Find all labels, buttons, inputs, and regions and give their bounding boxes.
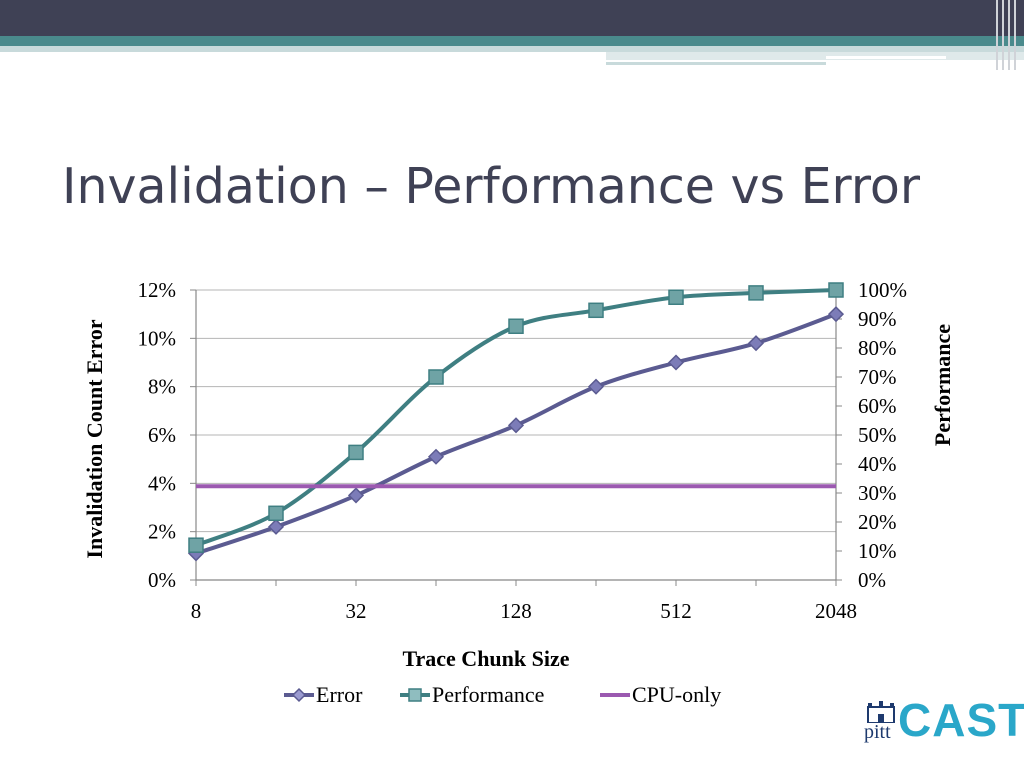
- y-right-tick-label: 50%: [858, 423, 897, 447]
- error-data-point: [507, 417, 525, 434]
- castle-icon: [867, 701, 895, 723]
- x-tick-label: 2048: [815, 599, 857, 623]
- y-right-tick-label: 10%: [858, 539, 897, 563]
- performance-data-point: [188, 537, 204, 553]
- error-series-line: [195, 312, 837, 556]
- x-axis-title: Trace Chunk Size: [402, 646, 569, 671]
- y-right-tick-label: 70%: [858, 365, 897, 389]
- y-right-tick-label: 60%: [858, 394, 897, 418]
- legend-error-marker: [291, 687, 307, 703]
- performance-series-line: [195, 288, 837, 548]
- performance-data-point: [588, 302, 604, 319]
- header-deco-line: [606, 52, 1024, 60]
- y-left-axis-title: Invalidation Count Error: [82, 319, 107, 558]
- y-right-tick-label: 80%: [858, 336, 897, 360]
- legend-cpu-only-label: CPU-only: [632, 682, 721, 707]
- y-right-tick-label: 20%: [858, 510, 897, 534]
- header-deco-line: [606, 62, 826, 65]
- x-tick-label: 32: [346, 599, 367, 623]
- y-left-tick-label: 6%: [148, 423, 176, 447]
- performance-error-chart: 0% 2% 4% 6% 8% 10% 12% 0% 10% 20% 30% 40% 50% 60% 70% 8…: [82, 278, 955, 707]
- performance-data-point: [748, 285, 764, 301]
- y-left-tick-label: 8%: [148, 375, 176, 399]
- performance-data-point: [508, 318, 524, 334]
- x-tick-label: 512: [660, 599, 692, 623]
- y-left-tick-label: 0%: [148, 568, 176, 592]
- error-data-point: [667, 354, 685, 371]
- performance-data-point: [348, 444, 364, 461]
- logo-text-small: pitt: [864, 721, 891, 743]
- performance-data-point: [428, 369, 444, 385]
- y-right-tick-label: 100%: [858, 278, 907, 302]
- pittcast-logo: pitt CAST: [860, 694, 1024, 750]
- legend-performance-label: Performance: [432, 682, 544, 707]
- error-data-point: [827, 306, 845, 323]
- error-data-point: [347, 487, 365, 504]
- y-right-axis-title: Performance: [930, 324, 955, 446]
- legend-performance-marker: [408, 688, 422, 702]
- y-right-tick-label: 90%: [858, 307, 897, 331]
- performance-data-point: [268, 505, 284, 522]
- performance-data-point: [828, 282, 844, 298]
- header-deco-line: [826, 56, 946, 59]
- header-light-band: [0, 46, 1024, 52]
- y-right-tick-label: 0%: [858, 568, 886, 592]
- x-tick-label: 8: [191, 599, 202, 623]
- y-left-tick-label: 4%: [148, 471, 176, 495]
- error-data-point: [587, 378, 605, 395]
- x-tick-label: 128: [500, 599, 532, 623]
- performance-data-point: [668, 289, 684, 305]
- error-data-point: [267, 518, 285, 535]
- y-right-tick-label: 30%: [858, 481, 897, 505]
- slide-title: Invalidation – Performance vs Error: [62, 158, 921, 215]
- error-data-point: [747, 335, 765, 352]
- error-data-point: [427, 448, 445, 465]
- y-left-tick-label: 2%: [148, 520, 176, 544]
- y-right-tick-label: 40%: [858, 452, 897, 476]
- y-left-tick-label: 10%: [138, 326, 177, 350]
- y-left-tick-label: 12%: [138, 278, 177, 302]
- legend-error-label: Error: [316, 682, 363, 707]
- header-accent-band: [0, 36, 1024, 46]
- logo-text-large: CAST: [898, 694, 1024, 746]
- header-deco-stripes: [992, 0, 1024, 70]
- header-bar: [0, 0, 1024, 36]
